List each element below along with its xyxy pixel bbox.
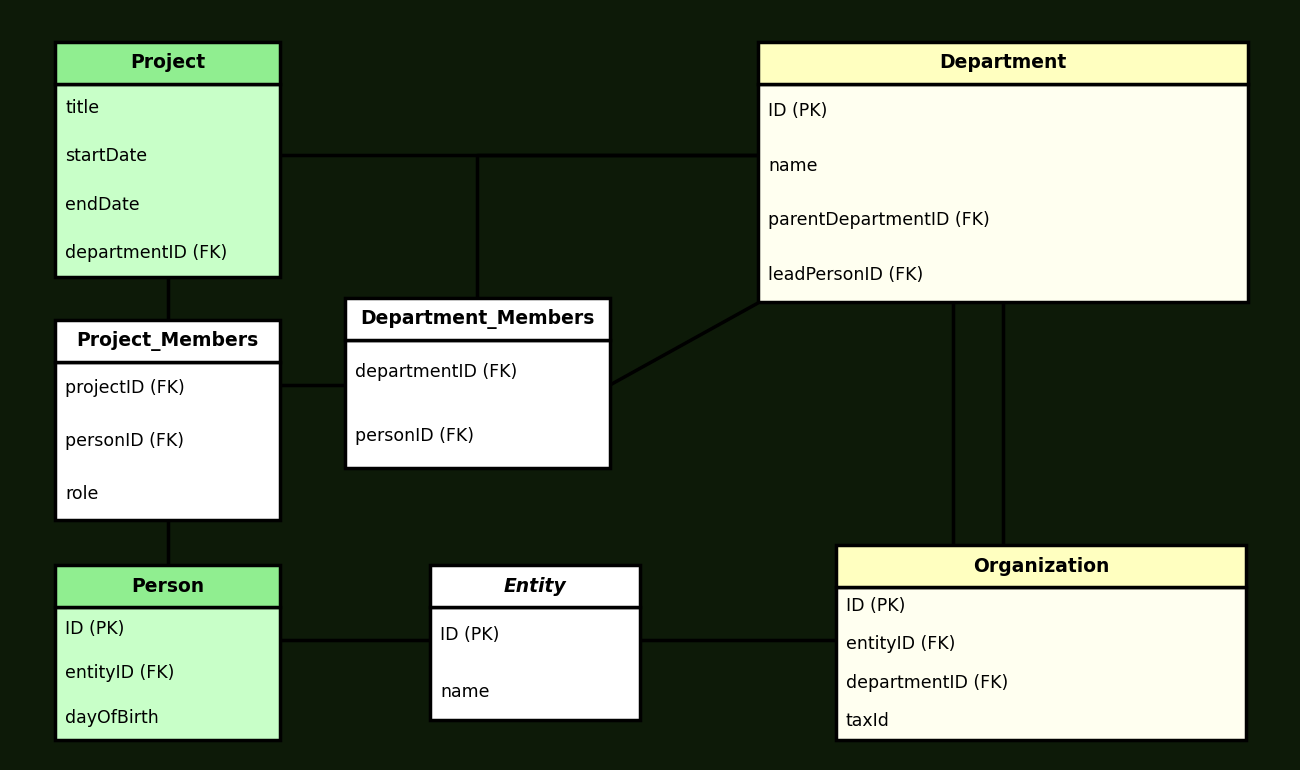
Text: role: role xyxy=(65,484,99,503)
Text: startDate: startDate xyxy=(65,147,147,166)
Text: title: title xyxy=(65,99,99,117)
Text: departmentID (FK): departmentID (FK) xyxy=(65,244,227,262)
Bar xyxy=(430,607,640,720)
Bar xyxy=(55,42,280,84)
Text: leadPersonID (FK): leadPersonID (FK) xyxy=(768,266,923,284)
Text: personID (FK): personID (FK) xyxy=(65,432,185,450)
Text: departmentID (FK): departmentID (FK) xyxy=(846,674,1009,691)
Bar xyxy=(344,298,610,340)
Bar xyxy=(836,587,1245,740)
Bar xyxy=(758,84,1248,302)
Text: ID (PK): ID (PK) xyxy=(65,620,125,638)
Text: entityID (FK): entityID (FK) xyxy=(846,635,956,654)
Text: projectID (FK): projectID (FK) xyxy=(65,380,185,397)
Text: personID (FK): personID (FK) xyxy=(355,427,474,445)
Text: parentDepartmentID (FK): parentDepartmentID (FK) xyxy=(768,211,989,229)
Bar xyxy=(430,565,640,607)
Text: taxId: taxId xyxy=(846,712,891,730)
Text: ID (PK): ID (PK) xyxy=(768,102,827,120)
Text: Department: Department xyxy=(940,53,1066,72)
Bar xyxy=(55,320,280,362)
Text: Organization: Organization xyxy=(972,557,1109,575)
Text: Entity: Entity xyxy=(503,577,567,595)
Text: name: name xyxy=(439,683,490,701)
Text: dayOfBirth: dayOfBirth xyxy=(65,709,159,727)
Bar xyxy=(758,42,1248,84)
Text: Project_Members: Project_Members xyxy=(77,331,259,351)
Text: Project: Project xyxy=(130,53,205,72)
Text: Person: Person xyxy=(131,577,204,595)
Text: Department_Members: Department_Members xyxy=(360,309,594,329)
Bar xyxy=(55,607,280,740)
Bar xyxy=(55,565,280,607)
Bar xyxy=(344,340,610,468)
Text: ID (PK): ID (PK) xyxy=(846,597,905,615)
Text: departmentID (FK): departmentID (FK) xyxy=(355,363,517,381)
Text: ID (PK): ID (PK) xyxy=(439,626,499,644)
Bar xyxy=(836,545,1245,587)
Bar xyxy=(55,362,280,520)
Text: entityID (FK): entityID (FK) xyxy=(65,665,174,682)
Bar xyxy=(55,84,280,277)
Text: endDate: endDate xyxy=(65,196,139,213)
Text: name: name xyxy=(768,157,818,175)
